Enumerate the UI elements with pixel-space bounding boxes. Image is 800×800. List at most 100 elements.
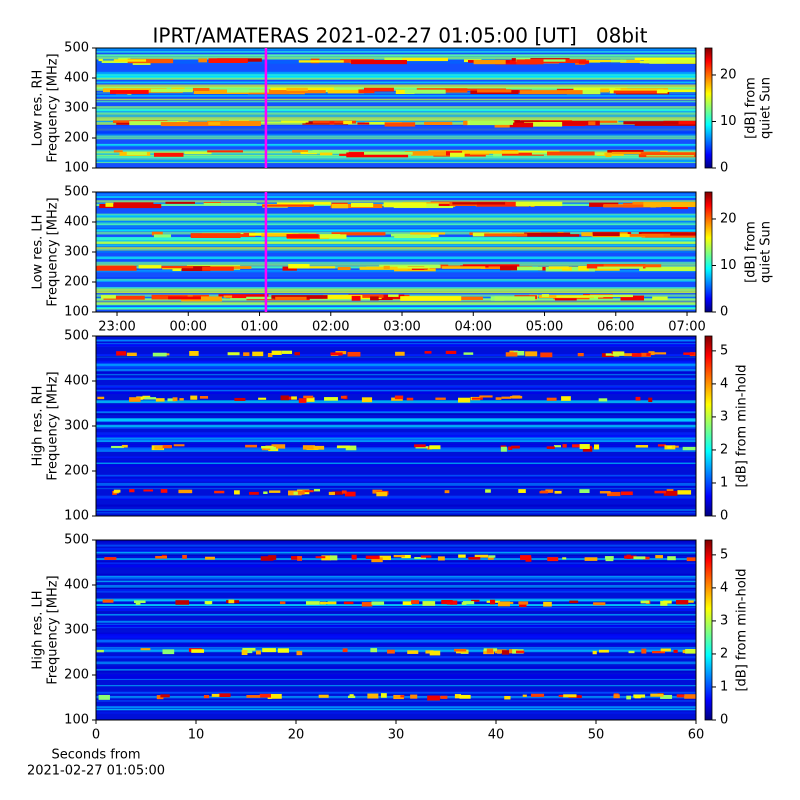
spectrogram-burst — [330, 555, 338, 561]
spectrogram-burst — [121, 444, 128, 448]
spectrogram-burst — [562, 557, 567, 560]
x-tick-label: 07:00 — [668, 320, 705, 335]
spectrogram-band — [96, 133, 696, 136]
spectrogram-burst — [497, 601, 510, 607]
spectrogram-band — [96, 248, 696, 251]
spectrogram-band — [96, 670, 696, 673]
y-tick-label: 400 — [64, 374, 89, 389]
spectrogram-burst — [267, 353, 273, 358]
y-axis-label: High res. LH — [31, 590, 46, 669]
y-tick-label: 500 — [64, 533, 89, 548]
spectrogram-band — [96, 374, 696, 376]
spectrogram-burst — [372, 296, 393, 301]
spectrogram-burst — [394, 395, 404, 400]
spectrogram-burst — [214, 490, 225, 494]
spectrogram-band — [96, 456, 696, 459]
spectrogram-burst — [548, 266, 569, 270]
spectrogram-burst — [160, 489, 168, 493]
colorbar-tick-label: 5 — [720, 343, 728, 358]
spectrogram-burst — [640, 152, 696, 156]
spectrogram-burst — [198, 58, 208, 63]
x-tick-label: 20 — [288, 728, 305, 743]
spectrogram-burst — [631, 353, 642, 357]
spectrogram-burst — [494, 649, 507, 654]
spectrogram-burst — [268, 693, 282, 699]
spectrogram-burst — [259, 693, 271, 698]
spectrogram-burst — [414, 444, 426, 448]
spectrogram-band — [96, 144, 696, 147]
spectrogram-burst — [164, 353, 170, 356]
spectrogram-burst — [228, 599, 235, 604]
spectrogram-burst — [101, 60, 143, 64]
spectrogram-burst — [531, 693, 545, 697]
spectrogram-burst — [281, 120, 309, 123]
spectrogram-band — [96, 288, 696, 291]
spectrogram-burst — [603, 264, 662, 268]
spectrogram-burst — [280, 395, 289, 401]
spectrogram-burst — [190, 234, 249, 237]
spectrogram-burst — [663, 490, 678, 496]
spectrogram-burst — [639, 266, 696, 272]
spectrogram-band — [96, 162, 696, 164]
spectrogram-burst — [182, 554, 187, 559]
spectrogram-burst — [173, 444, 185, 447]
spectrogram-band — [96, 261, 696, 264]
spectrogram-burst — [345, 445, 357, 451]
colorbar-tick-label: 1 — [720, 679, 728, 694]
spectrogram-burst — [153, 234, 172, 238]
spectrogram-burst — [468, 557, 481, 560]
colorbar-label: [dB] from — [744, 221, 759, 283]
spectrogram-burst — [612, 351, 625, 356]
spectrogram-burst — [397, 266, 430, 269]
spectrogram-burst — [331, 232, 386, 236]
spectrogram-burst — [321, 555, 331, 561]
spectrogram-burst — [331, 202, 348, 205]
spectrogram-band — [96, 88, 696, 91]
spectrogram-burst — [332, 491, 344, 495]
spectrogram-burst — [518, 489, 526, 493]
spectrogram-burst — [241, 650, 248, 656]
spectrogram-burst — [603, 204, 660, 208]
spectrogram-burst — [98, 58, 103, 62]
spectrogram-burst — [652, 352, 667, 355]
spectrogram-burst — [160, 694, 170, 698]
spectrogram-burst — [193, 89, 249, 95]
spectrogram-band — [96, 632, 696, 635]
spectrogram-band — [96, 550, 696, 552]
spectrogram-burst — [589, 294, 633, 298]
spectrogram-burst — [553, 445, 561, 448]
x-tick-label: 06:00 — [597, 320, 634, 335]
spectrogram-burst — [371, 601, 385, 605]
spectrogram-burst — [479, 395, 493, 398]
y-axis-label: High res. RH — [31, 386, 46, 467]
spectrogram-burst — [495, 397, 502, 400]
spectrogram-burst — [153, 152, 184, 157]
spectrogram-burst — [294, 266, 336, 269]
x-axis-label: 2021-02-27 01:05:00 — [27, 764, 165, 779]
spectrogram-burst — [144, 397, 157, 400]
spectrogram-burst — [303, 395, 314, 399]
spectrogram-burst — [400, 296, 462, 301]
spectrogram-band — [96, 303, 696, 305]
spectrogram-burst — [641, 648, 647, 654]
spectrogram-burst — [488, 555, 496, 558]
spectrogram-burst — [569, 600, 579, 604]
spectrogram-burst — [143, 489, 154, 492]
spectrogram-burst — [129, 397, 141, 402]
spectrogram-burst — [512, 395, 521, 399]
spectrogram-burst — [325, 295, 363, 299]
spectrogram-band — [96, 75, 696, 79]
spectrogram-burst — [199, 396, 209, 399]
spectrogram-burst — [258, 397, 267, 400]
spectrogram-band — [96, 239, 696, 242]
spectrogram-band — [96, 432, 696, 435]
spectrogram-band — [96, 366, 696, 370]
spectrogram-burst — [155, 398, 165, 402]
spectrogram-burst — [459, 694, 471, 699]
spectrogram-burst — [462, 150, 519, 154]
spectrogram-band — [96, 712, 696, 714]
spectrogram-burst — [319, 152, 333, 156]
spectrogram-band — [96, 289, 696, 291]
spectrogram-band — [96, 512, 696, 514]
